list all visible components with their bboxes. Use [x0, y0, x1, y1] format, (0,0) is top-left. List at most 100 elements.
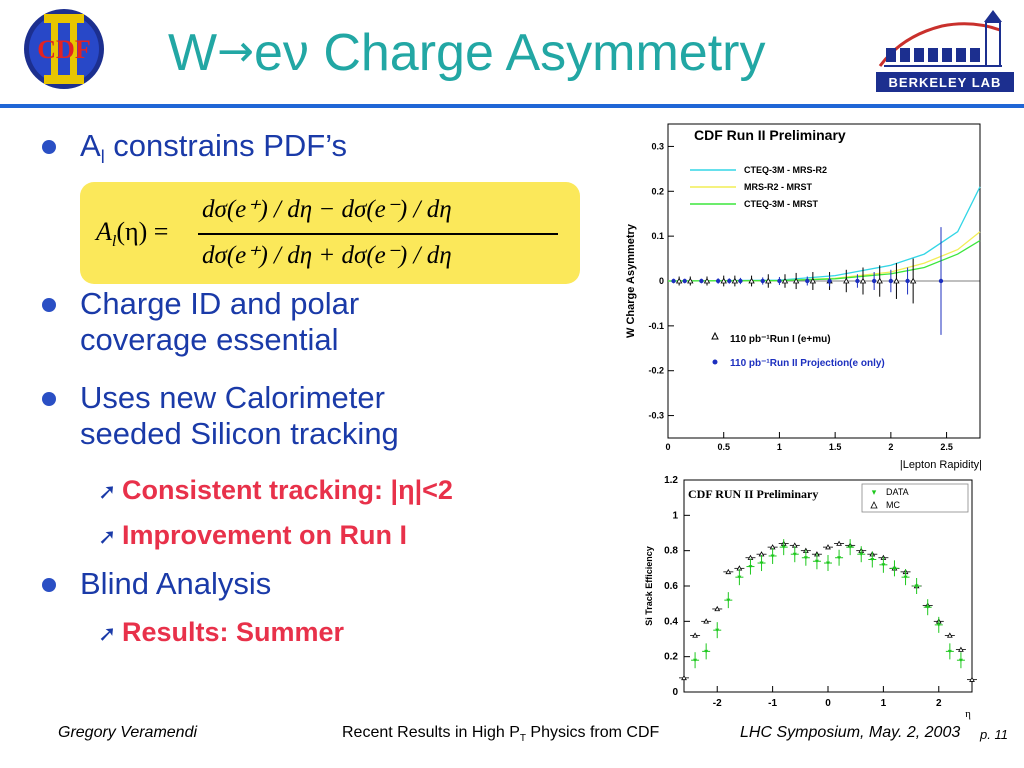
y-axis-label: W Charge Asymmetry	[625, 223, 637, 338]
legend-run1-label: 110 pb⁻¹Run I (e+mu)	[730, 334, 831, 345]
footer-author: Gregory Veramendi	[58, 724, 198, 741]
svg-text:CDF: CDF	[37, 35, 90, 64]
chart-title: CDF Run II Preliminary	[694, 127, 846, 143]
data-point	[903, 575, 908, 580]
y-tick-label: -0.3	[648, 411, 664, 421]
footer-event: LHC Symposium, May. 2, 2003	[740, 724, 961, 741]
y-tick-label: 0	[659, 276, 664, 286]
y-tick-label: 0	[672, 687, 678, 698]
mc-point	[969, 676, 975, 682]
run1-point	[792, 277, 800, 284]
data-point	[914, 584, 919, 588]
fraction-bar	[198, 233, 558, 235]
y-tick-label: -0.1	[648, 321, 664, 331]
data-point	[925, 605, 930, 610]
data-point	[837, 556, 842, 560]
run1-point	[765, 277, 772, 284]
data-point	[737, 575, 742, 580]
cdf-logo: CDF	[24, 9, 104, 89]
title-rule	[0, 104, 1024, 108]
formula-numerator: dσ(e⁺) / dη − dσ(e⁻) / dη	[202, 196, 452, 223]
data-point	[748, 565, 753, 569]
legend-run2-marker	[712, 359, 718, 365]
chart-title: CDF RUN II Preliminary	[688, 487, 818, 501]
plot-frame	[683, 479, 973, 693]
run2-point	[715, 278, 721, 284]
x-tick-label: 2	[888, 442, 893, 452]
data-point	[704, 649, 709, 654]
data-point	[693, 658, 698, 663]
legend-run1-marker	[711, 331, 719, 340]
run1-point	[781, 277, 789, 284]
sub-arrow-icon: ➚	[98, 622, 117, 647]
bullet-text: Uses new Calorimeter seeded Silicon track…	[80, 380, 399, 451]
x-tick-label: 0	[665, 442, 670, 452]
x-tick-label: 2	[936, 698, 942, 709]
data-point	[726, 598, 731, 603]
mc-point	[836, 540, 842, 546]
y-tick-label: 1	[672, 510, 678, 521]
run2-point	[699, 278, 704, 284]
run1-point	[731, 277, 739, 284]
data-point	[715, 628, 720, 633]
sub-bullet-3: ➚ Results: Summer	[98, 616, 344, 651]
y-axis-label: Si Track Efficiency	[644, 546, 654, 626]
y-tick-label: 0.2	[651, 186, 664, 196]
y-tick-label: 1.2	[664, 475, 678, 486]
data-point	[848, 545, 853, 550]
x-tick-label: 1	[881, 698, 887, 709]
x-axis-label: |Lepton Rapidity|	[900, 459, 982, 471]
mc-point	[692, 632, 698, 638]
svg-text:BERKELEY LAB: BERKELEY LAB	[889, 75, 1002, 90]
legend-data-marker: ▾	[872, 487, 877, 497]
data-point	[859, 552, 864, 557]
legend-label: CTEQ-3M - MRST	[744, 199, 818, 209]
x-tick-label: -2	[713, 698, 722, 709]
legend-label: MRS-R2 - MRST	[744, 182, 812, 192]
run1-point	[720, 277, 727, 284]
data-point	[947, 649, 952, 654]
y-tick-label: 0.8	[664, 546, 678, 557]
data-point	[826, 561, 830, 566]
sub-bullet-2: ➚ Improvement on Run I	[98, 519, 407, 554]
data-point	[936, 623, 941, 627]
run1-point	[675, 277, 683, 284]
legend-data-label: DATA	[886, 487, 909, 497]
footer-talk-title: Recent Results in High PT Physics from C…	[342, 724, 660, 745]
data-point	[814, 559, 819, 564]
y-tick-label: 0.4	[664, 616, 678, 627]
run1-point	[687, 277, 694, 284]
data-point	[803, 556, 808, 560]
x-tick-label: 1.5	[829, 442, 842, 452]
x-tick-label: 2.5	[940, 442, 953, 452]
data-point	[781, 545, 786, 550]
bullet-text: Charge ID and polar coverage essential	[80, 286, 360, 357]
run1-point	[843, 277, 850, 284]
data-point	[792, 552, 797, 557]
bullet-dot-icon	[42, 578, 56, 592]
mc-point	[714, 605, 721, 612]
mc-point	[681, 674, 687, 681]
run2-point	[938, 278, 944, 284]
legend-mc-label: MC	[886, 500, 900, 510]
run2-point	[871, 278, 877, 284]
asymmetry-formula: Al(η) = dσ(e⁺) / dη − dσ(e⁻) / dη dσ(e⁺)…	[80, 182, 580, 284]
y-tick-label: 0.3	[651, 141, 664, 151]
run1-point	[909, 277, 917, 284]
x-axis-label: η	[965, 708, 971, 720]
run2-point	[738, 278, 743, 284]
si-track-efficiency-plot: 1.2 1 0.8 0.6 0.4 0.2 0 -2 -1 0 1 2 η Si Track Effici…	[644, 475, 977, 720]
run2-point	[671, 278, 676, 284]
run2-point	[777, 278, 782, 284]
mc-point	[725, 568, 732, 575]
data-point	[870, 558, 875, 562]
sub-arrow-icon: ➚	[98, 480, 117, 505]
data-point	[958, 658, 963, 663]
bullet-dot-icon	[42, 140, 56, 154]
run2-point	[888, 278, 894, 284]
mc-point	[958, 646, 964, 652]
run1-point	[748, 277, 755, 284]
run2-point	[905, 278, 910, 284]
legend-label: CTEQ-3M - MRS-R2	[744, 165, 827, 175]
run2-point	[827, 278, 832, 284]
